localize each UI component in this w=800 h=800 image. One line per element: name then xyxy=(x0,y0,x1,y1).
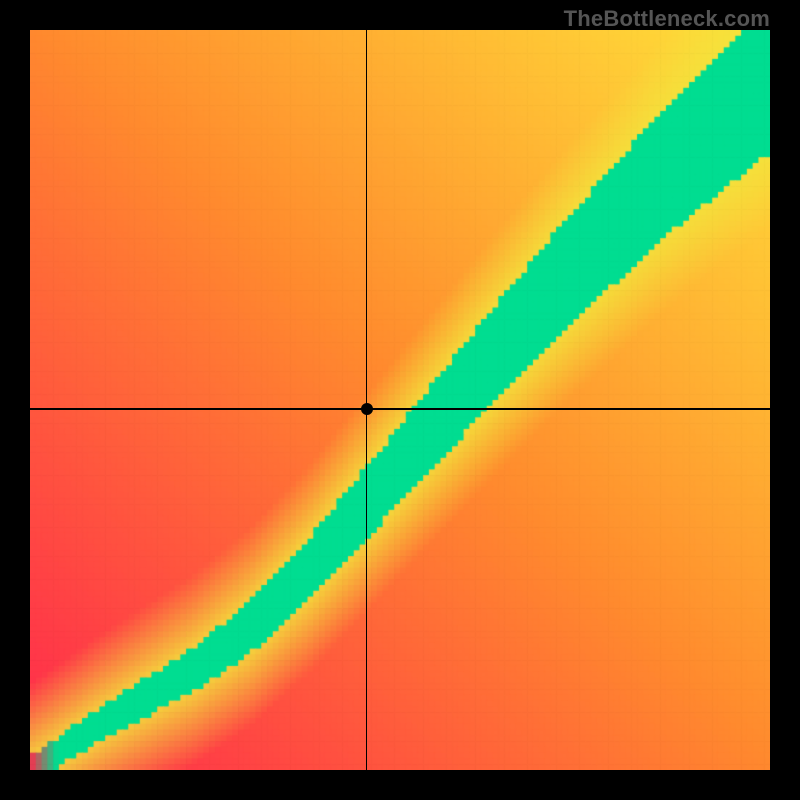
data-point-marker xyxy=(361,403,373,415)
chart-container: TheBottleneck.com xyxy=(0,0,800,800)
plot-area xyxy=(30,30,770,770)
crosshair-horizontal xyxy=(30,408,770,410)
heatmap-canvas xyxy=(30,30,770,770)
crosshair-vertical xyxy=(366,30,368,770)
watermark-text: TheBottleneck.com xyxy=(564,6,770,32)
